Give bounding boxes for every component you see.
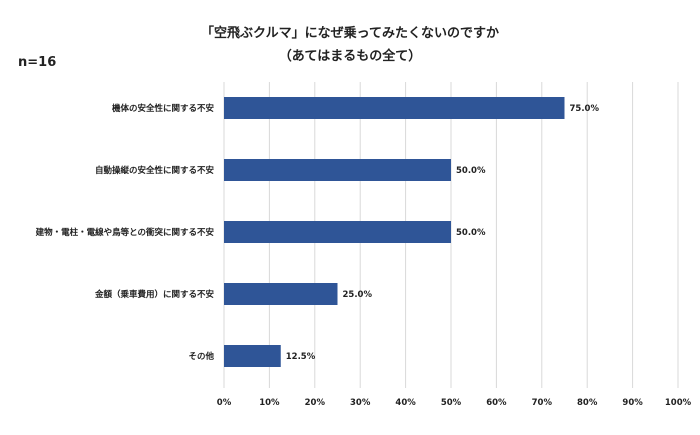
category-label: その他 — [188, 351, 214, 362]
x-tick-label: 90% — [622, 398, 643, 408]
value-label: 25.0% — [343, 290, 373, 300]
bar — [224, 283, 338, 305]
x-tick-label: 70% — [532, 398, 553, 408]
value-label: 75.0% — [570, 104, 600, 114]
sample-size-label: n=16 — [18, 55, 57, 70]
x-tick-label: 10% — [259, 398, 280, 408]
bar — [224, 345, 281, 367]
value-label: 50.0% — [456, 228, 486, 238]
x-tick-label: 80% — [577, 398, 598, 408]
bar — [224, 97, 565, 119]
x-tick-label: 40% — [395, 398, 416, 408]
chart-title-line2: （あてはまるもの全て） — [278, 49, 422, 64]
category-label: 建物・電柱・電線や鳥等との衝突に関する不安 — [35, 227, 215, 238]
x-tick-label: 20% — [305, 398, 326, 408]
category-label: 金額（乗車費用）に関する不安 — [94, 289, 215, 300]
x-tick-label: 0% — [217, 398, 232, 408]
chart-title-line1: 「空飛ぶクルマ」になぜ乗ってみたくないのですか — [201, 26, 499, 41]
bar — [224, 159, 451, 181]
x-tick-label: 30% — [350, 398, 371, 408]
value-label: 50.0% — [456, 166, 486, 176]
x-tick-label: 50% — [441, 398, 462, 408]
bar — [224, 221, 451, 243]
category-label: 自動操縦の安全性に関する不安 — [95, 165, 215, 176]
x-tick-label: 100% — [665, 398, 692, 408]
x-tick-label: 60% — [486, 398, 507, 408]
category-label: 機体の安全性に関する不安 — [112, 103, 215, 114]
value-label: 12.5% — [286, 352, 316, 362]
